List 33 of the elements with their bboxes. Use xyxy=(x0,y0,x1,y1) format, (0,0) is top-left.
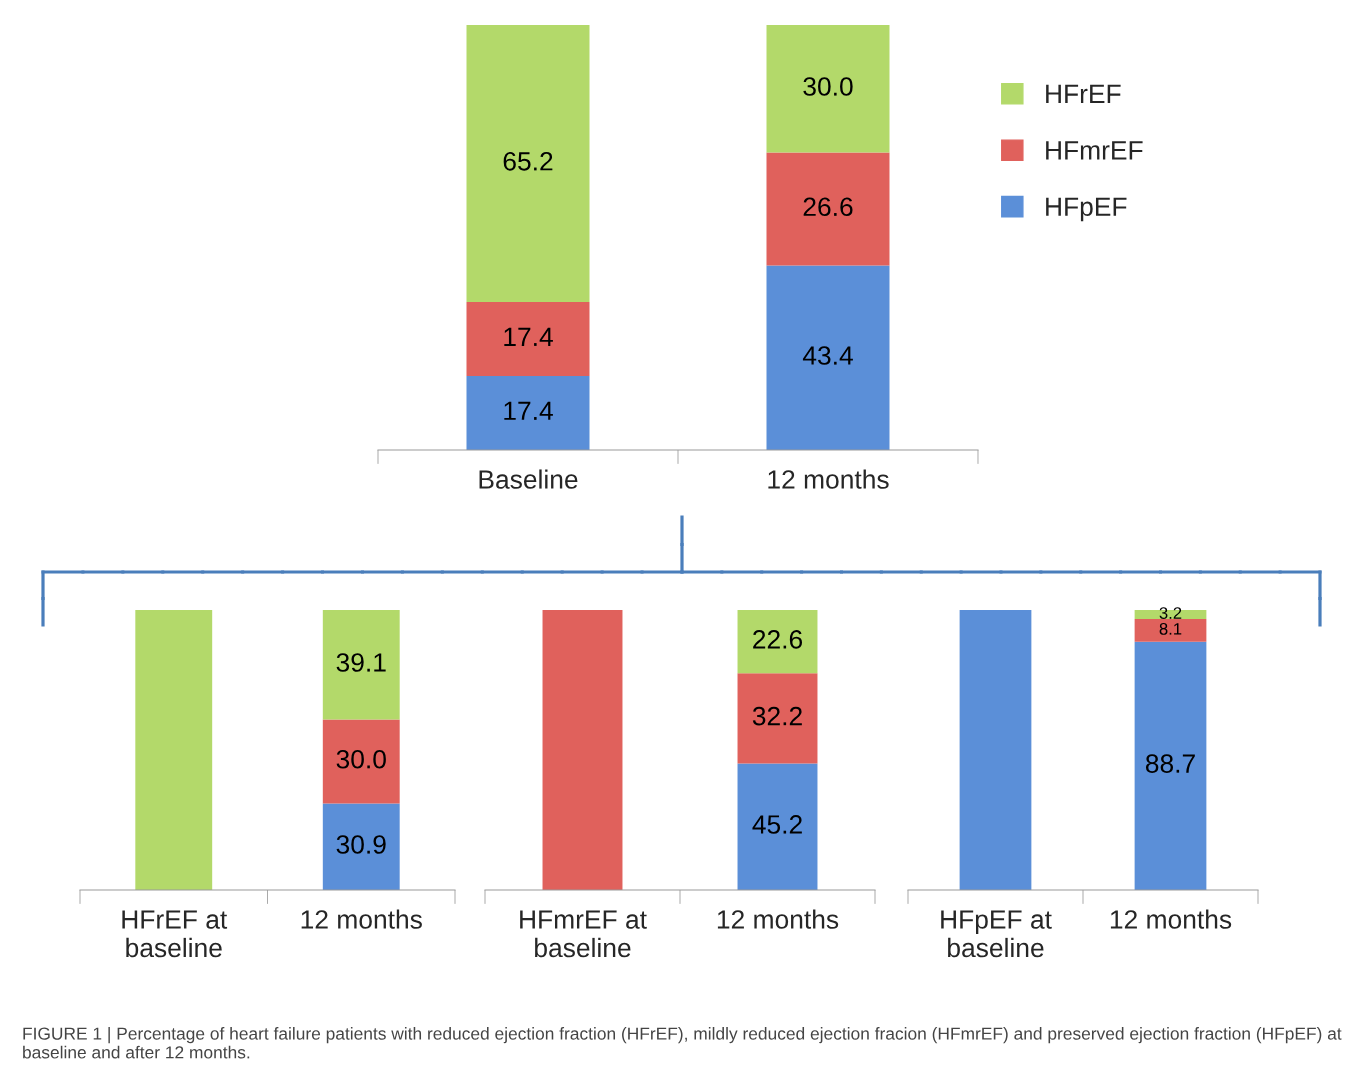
bar xyxy=(466,302,590,377)
data-label: 30.9 xyxy=(336,835,386,854)
legend-label: HFmrEF xyxy=(1046,141,1143,160)
data-label: 45.2 xyxy=(752,815,802,834)
data-label: 3.2 xyxy=(1159,607,1182,619)
bar xyxy=(766,265,890,450)
x-tick-label: HFmrEF at baseline xyxy=(520,910,647,958)
caption: FIGURE 1 | Percentage of heart failure patients with reduced ejection fraction (HFrEF), mildly reduced ejection fracion (HFmrEF) and preserved ejection fraction (HFpEF) at baseline and after 12 months. xyxy=(23,1027,1342,1059)
x-tick-label: HFpEF at baseline xyxy=(941,910,1052,958)
data-label: 30.0 xyxy=(803,77,853,96)
x-tick-label: 12 months xyxy=(717,909,839,929)
data-label: 32.2 xyxy=(752,706,802,726)
data-label: 8.1 xyxy=(1159,622,1182,635)
bar xyxy=(466,25,590,303)
data-label: 22.6 xyxy=(753,630,803,649)
data-label: 39.1 xyxy=(336,653,386,672)
legend-label: HFrEF xyxy=(1046,84,1121,103)
x-tick-label: Baseline xyxy=(479,469,578,489)
data-label: 30.0 xyxy=(336,749,386,769)
bar xyxy=(766,152,890,266)
x-tick-label: HFrEF at baseline xyxy=(122,910,228,958)
data-label: 65.2 xyxy=(503,151,553,171)
bar xyxy=(766,25,890,153)
data-label: 43.4 xyxy=(802,346,853,365)
data-label: 17.4 xyxy=(504,401,553,420)
data-label: 17.4 xyxy=(504,327,553,346)
legend-label: HFpEF xyxy=(1046,197,1127,222)
x-tick-label: 12 months xyxy=(768,469,889,489)
x-tick-label: 12 months xyxy=(1110,909,1232,929)
x-tick-label: 12 months xyxy=(301,909,422,929)
data-label: 88.7 xyxy=(1145,754,1195,773)
data-label: 26.6 xyxy=(803,197,853,217)
bar xyxy=(466,376,590,450)
